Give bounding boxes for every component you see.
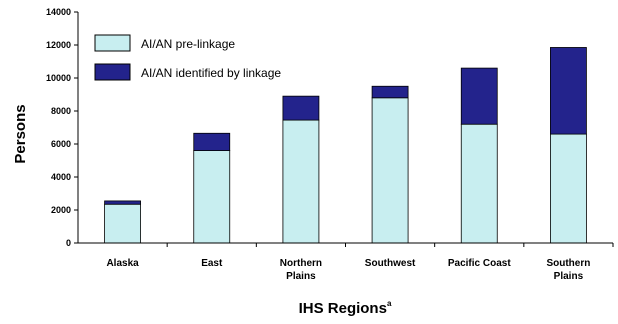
x-category-label: Southern Plains	[546, 258, 590, 282]
y-tick-label: 14000	[46, 7, 71, 17]
bar-segment-identified-by-linkage	[460, 67, 498, 125]
legend-swatch-identified-by-linkage	[94, 63, 131, 81]
bar-segment-pre-linkage	[104, 203, 141, 244]
y-tick-label: 6000	[51, 139, 71, 149]
bar-segment-identified-by-linkage	[104, 200, 141, 205]
x-axis-title-superscript: a	[387, 299, 392, 308]
y-tick-label: 10000	[46, 73, 71, 83]
y-tick-label: 2000	[51, 205, 71, 215]
x-axis-title: IHS Regionsa	[299, 299, 392, 317]
axes	[77, 12, 613, 244]
bar-segment-identified-by-linkage	[282, 95, 320, 121]
x-category-label: Southwest	[365, 258, 416, 269]
x-category-label: East	[201, 258, 223, 269]
x-category-label: Pacific Coast	[448, 258, 511, 269]
y-tick-label: 0	[66, 238, 71, 248]
bar-segment-identified-by-linkage	[193, 132, 231, 151]
y-tick-label: 12000	[46, 40, 71, 50]
y-tick-label: 4000	[51, 172, 71, 182]
bar-segment-identified-by-linkage	[550, 47, 587, 135]
x-category-label: Alaska	[106, 258, 139, 269]
bar-segment-pre-linkage	[371, 97, 409, 244]
legend-label-pre-linkage: AI/AN pre-linkage	[141, 37, 235, 51]
legend-swatch-pre-linkage	[94, 34, 131, 52]
y-axis-ticks: 0 2000 4000 6000 8000 10000 12000 14000	[46, 7, 78, 248]
bars	[104, 47, 587, 244]
x-axis-categories: Alaska East Northern Plains Southwest Pacific…	[106, 243, 614, 282]
legend-label-identified-by-linkage: AI/AN identified by linkage	[141, 66, 281, 80]
x-category-label: Northern Plains	[280, 258, 322, 282]
y-tick-label: 8000	[51, 106, 71, 116]
bar-segment-pre-linkage	[550, 133, 587, 244]
bar-segment-pre-linkage	[193, 150, 231, 244]
bar-segment-pre-linkage	[282, 119, 320, 244]
bar-segment-identified-by-linkage	[371, 85, 409, 99]
x-axis-title-text: IHS Regions	[299, 300, 387, 317]
bar-segment-pre-linkage	[460, 123, 498, 244]
legend: AI/AN pre-linkage AI/AN identified by li…	[94, 34, 281, 81]
y-axis-title: Persons	[12, 104, 29, 163]
